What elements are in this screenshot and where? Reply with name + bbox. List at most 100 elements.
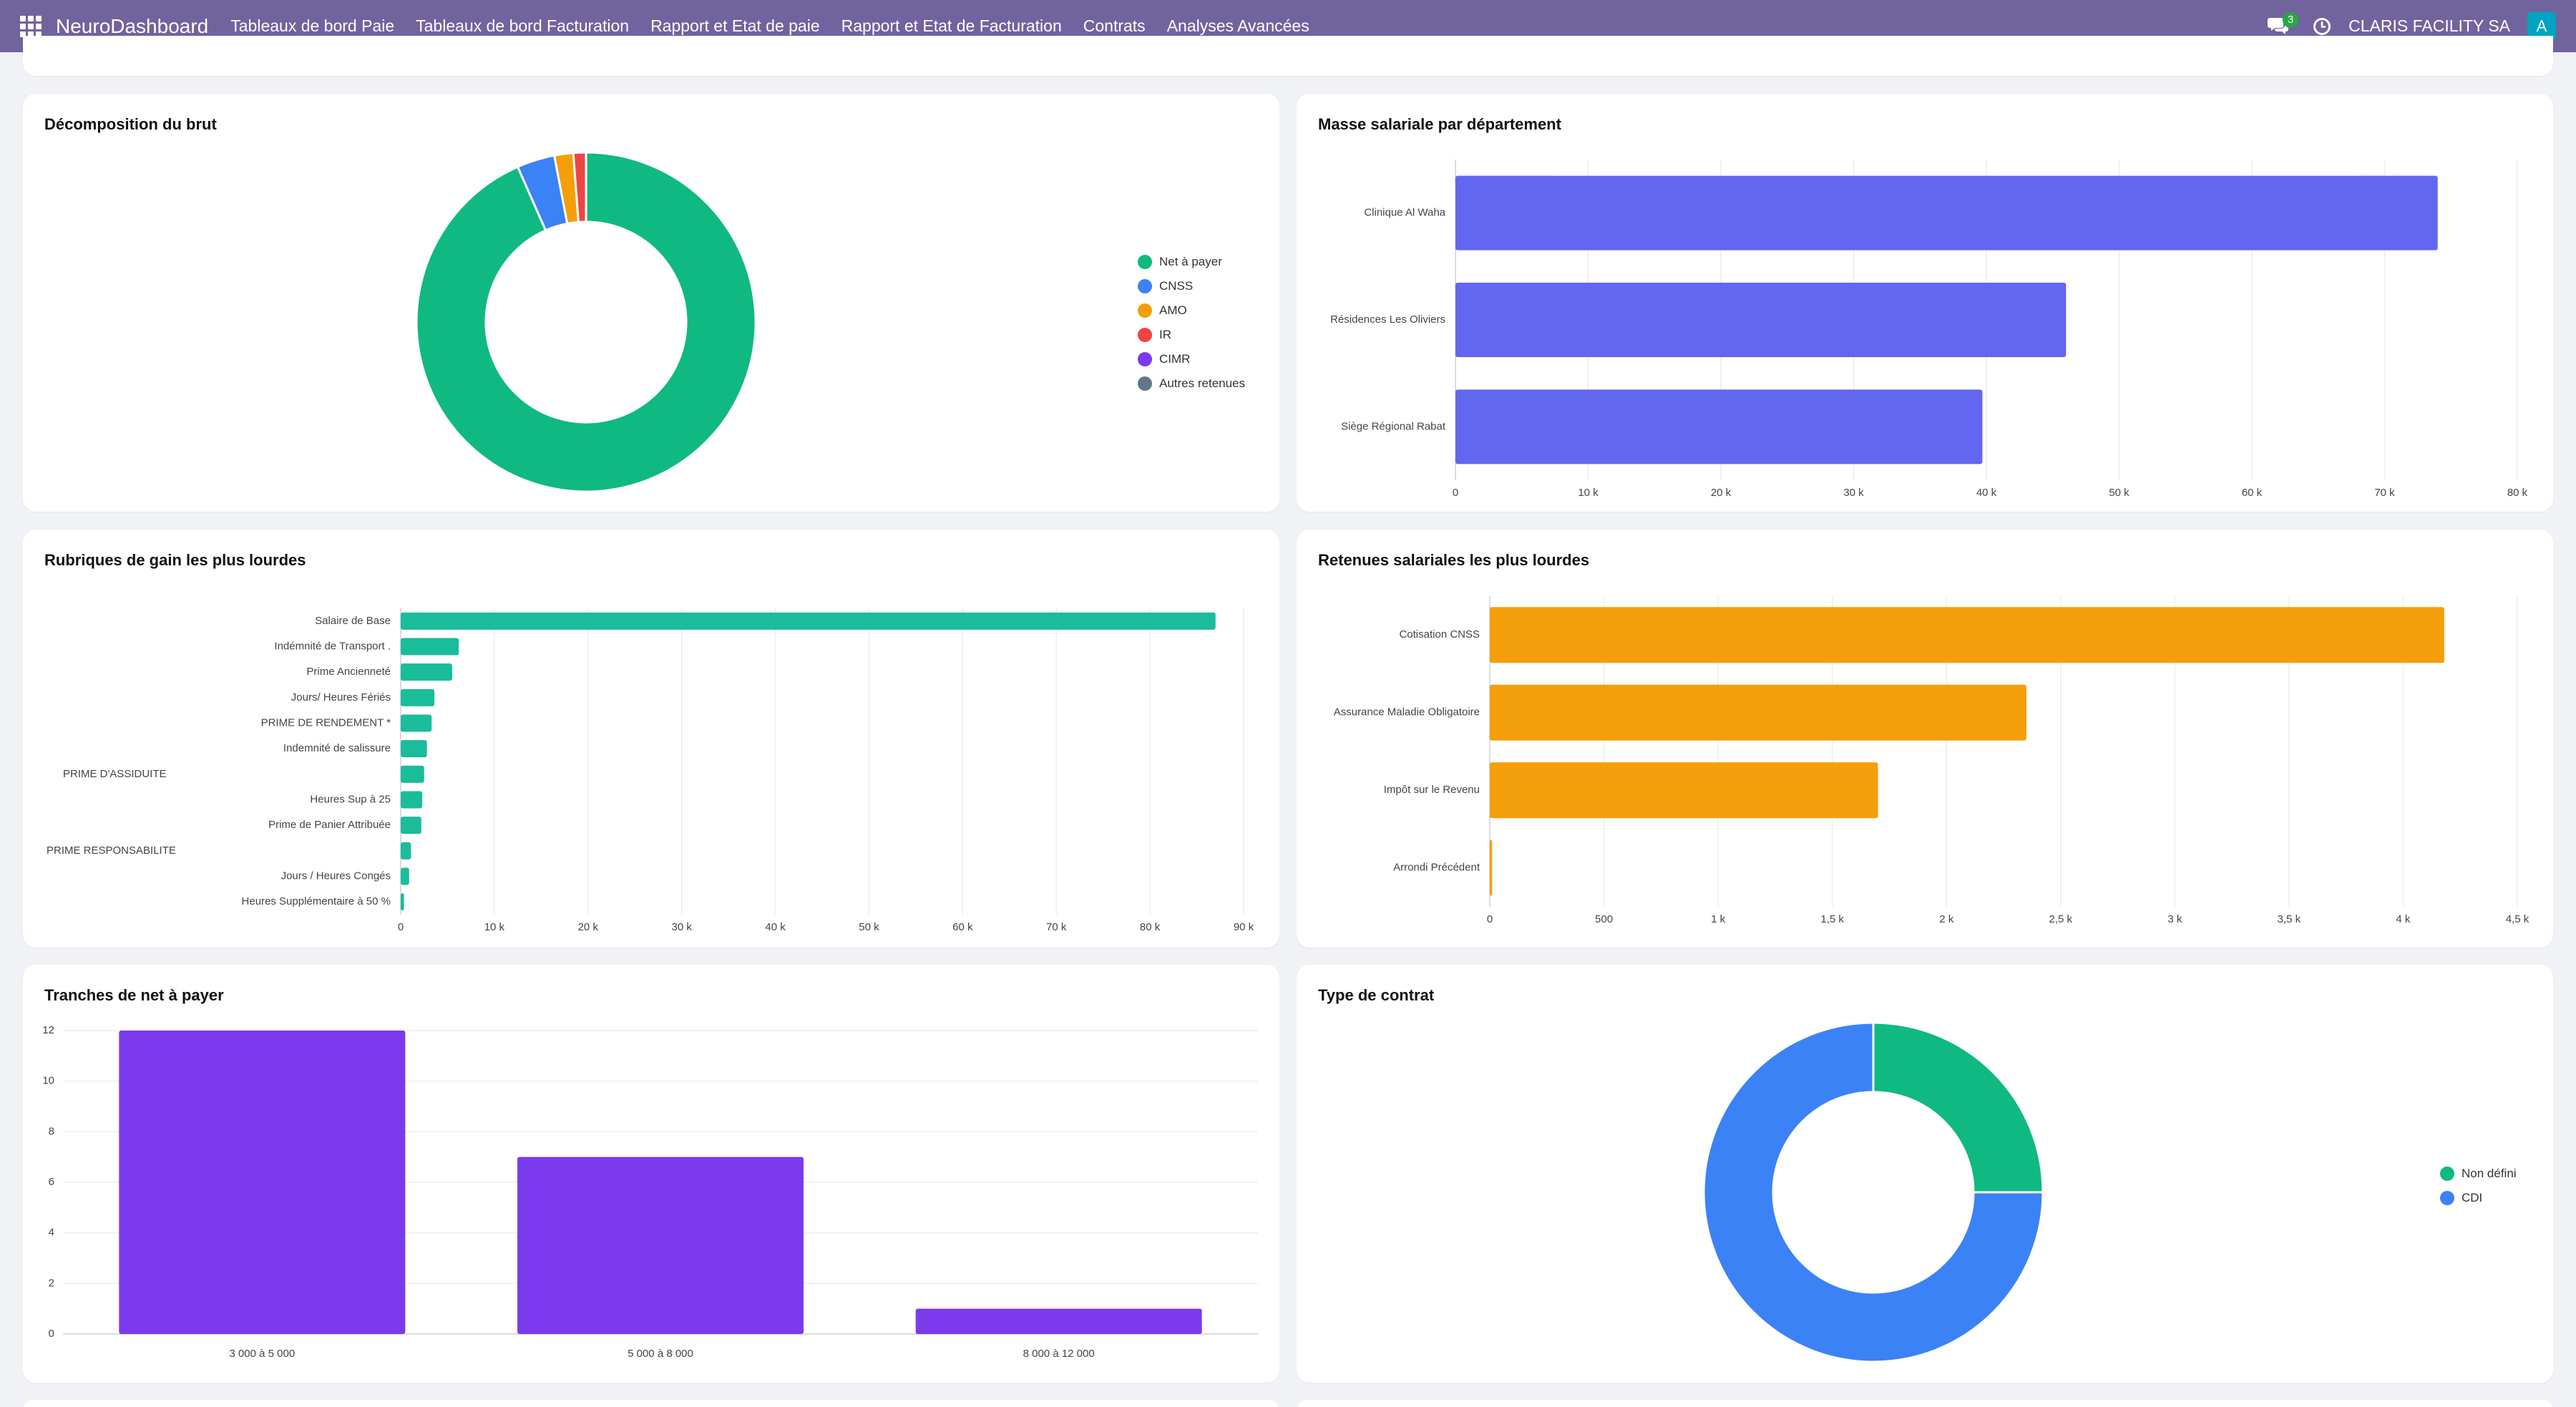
x-tick-label: 80 k — [1140, 921, 1161, 933]
legend-swatch — [1138, 376, 1152, 391]
legend-item[interactable]: Non défini — [2440, 1162, 2517, 1186]
bar — [517, 1157, 804, 1334]
y-tick-label: 6 — [49, 1176, 54, 1188]
y-category-label: Assurance Maladie Obligatoire — [1334, 706, 1480, 719]
menu-item-analyses[interactable]: Analyses Avancées — [1166, 16, 1309, 35]
bar — [401, 893, 404, 911]
legend-label: Autres retenues — [1159, 376, 1246, 390]
x-tick-label: 30 k — [671, 921, 692, 933]
y-category-label: Clinique Al Waha — [1364, 207, 1445, 219]
messages-button[interactable]: 3 — [2264, 11, 2299, 41]
x-tick-label: 4,5 k — [2506, 913, 2529, 925]
y-category-label: Indémnité de Transport . — [274, 640, 391, 652]
menu-item-rapport-facturation[interactable]: Rapport et Etat de Facturation — [841, 16, 1062, 35]
legend-label: CDI — [2462, 1191, 2483, 1204]
y-category-label: Salaire de Base — [315, 615, 391, 627]
bar — [1455, 283, 2067, 357]
legend-item[interactable]: CNSS — [1138, 274, 1245, 298]
menu-item-tableaux-facturation[interactable]: Tableaux de bord Facturation — [416, 16, 630, 35]
bar — [915, 1308, 1202, 1334]
x-tick-label: 20 k — [1711, 487, 1732, 499]
card-type-contrat: Type de contrat Non défini CDI — [1297, 965, 2553, 1383]
x-tick-label: 50 k — [2109, 487, 2129, 499]
menu-item-rapport-paie[interactable]: Rapport et Etat de paie — [650, 16, 820, 35]
x-tick-label: 40 k — [1976, 487, 1997, 499]
legend-item[interactable]: CDI — [2440, 1186, 2517, 1210]
y-tick-label: 12 — [42, 1024, 54, 1036]
y-tick-label: 8 — [49, 1125, 54, 1137]
x-tick-label: 1,5 k — [1820, 913, 1844, 925]
y-category-label: Cotisation CNSS — [1399, 628, 1480, 641]
x-tick-label: 2 k — [1939, 913, 1954, 925]
x-tick-label: 10 k — [484, 921, 505, 933]
bar — [401, 867, 409, 885]
donut-slice — [1872, 1021, 2044, 1194]
y-category-label: Heures Sup à 25 — [310, 793, 391, 805]
brut-legend: Net à payer CNSS AMO IR CIMR Autres retenues — [1138, 250, 1245, 396]
card-title: Rubriques de gain les plus lourdes — [44, 551, 306, 569]
menu-item-contrats[interactable]: Contrats — [1083, 16, 1146, 35]
bar — [1490, 839, 1493, 896]
contrat-legend: Non défini CDI — [2440, 1162, 2517, 1210]
y-category-label: Jours / Heures Congés — [281, 870, 391, 882]
main-menu: Tableaux de bord Paie Tableaux de bord F… — [220, 16, 1319, 36]
x-tick-label: 2,5 k — [2049, 913, 2073, 925]
card-decomposition-brut: Décomposition du brut Net à payer CNSS AMO… — [23, 94, 1279, 512]
gains-bar-chart: 0 10 k 20 k 30 k 40 k 50 k 60 k 70 k 80 k 90 k Sal… — [47, 608, 1254, 933]
x-tick-label: 70 k — [1046, 921, 1067, 933]
y-category-label: Impôt sur le Revenu — [1384, 784, 1480, 796]
bar — [401, 817, 421, 834]
masse-bar-chart: 0 10 k 20 k 30 k 40 k 50 k 60 k 70 k 80 k Cliniqu… — [1330, 160, 2528, 499]
legend-label: IR — [1159, 328, 1171, 341]
bar — [1490, 607, 2444, 663]
y-category-label: Siège Régional Rabat — [1341, 420, 1446, 432]
next-card-left-top — [23, 1400, 1279, 1407]
bar — [401, 612, 1216, 630]
legend-swatch — [1138, 255, 1152, 269]
card-title: Retenues salariales les plus lourdes — [1318, 551, 1590, 569]
navbar-right: 3 CLARIS FACILITY SA A — [2264, 0, 2576, 52]
legend-item[interactable]: AMO — [1138, 298, 1245, 323]
x-tick-label: 20 k — [578, 921, 599, 933]
card-rubriques-gain: Rubriques de gain les plus lourdes 0 10 k… — [23, 530, 1279, 948]
legend-item[interactable]: IR — [1138, 323, 1245, 347]
retenues-bar-chart: 0 500 1 k 1,5 k 2 k 2,5 k 3 k 3,5 k 4 k 4,5 k Coti… — [1334, 596, 2529, 925]
company-switcher[interactable]: CLARIS FACILITY SA — [2348, 16, 2510, 35]
y-category-label: PRIME RESPONSABILITE — [47, 844, 176, 857]
x-tick-label: 4 k — [2396, 913, 2411, 925]
x-tick-label: 40 k — [765, 921, 786, 933]
legend-swatch — [2440, 1191, 2454, 1205]
legend-swatch — [1138, 352, 1152, 366]
apps-icon[interactable] — [20, 15, 42, 37]
bar — [401, 714, 432, 732]
legend-item[interactable]: CIMR — [1138, 347, 1245, 371]
y-category-label: Résidences Les Oliviers — [1330, 313, 1445, 326]
app-brand[interactable]: NeuroDashboard — [56, 14, 209, 37]
legend-item[interactable]: Autres retenues — [1138, 371, 1245, 396]
activity-button[interactable] — [2311, 16, 2333, 37]
y-category-label: Arrondi Précédent — [1393, 862, 1480, 874]
x-tick-label: 90 k — [1234, 921, 1254, 933]
card-title: Décomposition du brut — [44, 115, 217, 133]
y-category-label: Heures Supplémentaire à 50 % — [242, 895, 391, 907]
x-tick-label: 50 k — [859, 921, 879, 933]
y-tick-label: 4 — [49, 1227, 54, 1239]
x-tick-label: 80 k — [2507, 487, 2528, 499]
menu-item-tableaux-paie[interactable]: Tableaux de bord Paie — [230, 16, 395, 35]
previous-card-bottom — [23, 36, 2553, 76]
legend-item[interactable]: Net à payer — [1138, 250, 1245, 274]
legend-label: AMO — [1159, 303, 1187, 317]
card-masse-salariale: Masse salariale par département 0 10 k 20 … — [1297, 94, 2553, 512]
legend-label: Net à payer — [1159, 255, 1222, 268]
x-tick-label: 60 k — [952, 921, 973, 933]
donut-slice — [415, 151, 757, 493]
legend-label: Non défini — [2462, 1167, 2517, 1180]
card-title: Masse salariale par département — [1318, 115, 1561, 133]
tranches-bar-chart: 0 2 4 6 8 10 12 3 000 à 5 000 5 000 à 8 000 8 000… — [42, 1024, 1258, 1360]
next-card-right-top — [1297, 1400, 2553, 1407]
clock-icon — [2313, 17, 2331, 35]
x-tick-label: 10 k — [1578, 487, 1599, 499]
legend-label: CNSS — [1159, 279, 1194, 293]
user-avatar[interactable]: A — [2527, 11, 2556, 41]
legend-swatch — [1138, 328, 1152, 342]
